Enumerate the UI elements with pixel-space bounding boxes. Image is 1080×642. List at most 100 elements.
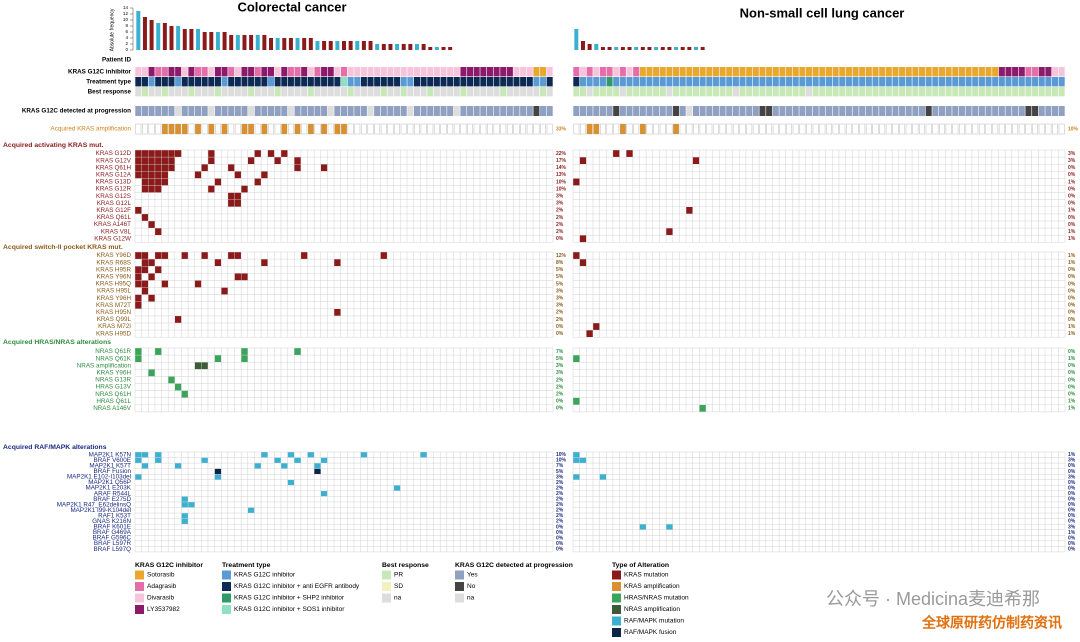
amp-box	[739, 123, 746, 135]
inhibitor-cell	[540, 67, 547, 77]
amp-box	[832, 123, 839, 135]
detected-cell	[686, 106, 693, 116]
treatment-cell	[307, 77, 314, 87]
inhibitor-cell	[653, 67, 660, 77]
alteration-cell	[261, 259, 268, 266]
detected-cell	[241, 106, 248, 116]
row-percent: 0%	[1068, 310, 1076, 316]
amp-box	[540, 123, 546, 135]
inhibitor-cell	[360, 67, 367, 77]
row-percent: 3%	[1068, 158, 1076, 164]
amp-box	[792, 123, 799, 135]
alteration-cell	[181, 502, 188, 508]
frequency-bar	[335, 41, 340, 50]
amp-box	[852, 123, 859, 135]
response-cell	[274, 87, 281, 97]
response-cell	[367, 87, 374, 97]
response-cell	[899, 87, 906, 97]
amp-box	[228, 123, 235, 135]
treatment-cell	[301, 77, 308, 87]
treatment-cell	[221, 77, 228, 87]
row-label: KRAS G12V	[96, 157, 132, 164]
row-percent: 1%	[1068, 399, 1076, 405]
row-label: MAP2K1 K57N	[89, 451, 132, 458]
alteration-cell	[135, 452, 142, 458]
amp-box	[533, 123, 540, 135]
amp-box	[374, 123, 381, 135]
treatment-cell	[872, 77, 879, 87]
response-cell	[1045, 87, 1052, 97]
inhibitor-cell	[241, 67, 248, 77]
row-percent: 0%	[1068, 165, 1076, 171]
section-title: Acquired HRAS/NRAS alterations	[3, 339, 111, 346]
inhibitor-cell	[706, 67, 713, 77]
alteration-cell	[320, 457, 328, 463]
amp-box	[367, 123, 374, 135]
row-label: KRAS Q61H	[96, 164, 132, 171]
amp-cell	[261, 124, 268, 134]
legend-title: Best response	[382, 562, 429, 569]
row-percent: 3%	[556, 474, 564, 480]
amp-box	[872, 123, 879, 135]
detected-cell	[613, 106, 620, 116]
inhibitor-cell	[586, 67, 593, 77]
inhibitor-cell	[175, 67, 182, 77]
inhibitor-cell	[786, 67, 793, 77]
amp-box	[394, 123, 400, 135]
inhibitor-cell	[579, 67, 586, 77]
row-percent: 1%	[1068, 324, 1076, 330]
amp-box	[288, 123, 294, 135]
amp-box	[952, 123, 959, 135]
amp-box	[135, 123, 142, 135]
row-percent: 3%	[1068, 474, 1076, 480]
row-label: BRAF G596C	[93, 535, 132, 542]
response-cell	[261, 87, 268, 97]
amp-box	[573, 123, 580, 135]
frequency-bar	[594, 44, 599, 50]
response-cell	[832, 87, 839, 97]
amp-box	[1058, 123, 1065, 135]
frequency-bar	[275, 38, 280, 50]
treatment-cell	[992, 77, 999, 87]
alteration-cell	[626, 150, 633, 157]
treatment-cell	[779, 77, 786, 87]
amp-box	[268, 123, 274, 135]
detected-cell	[832, 106, 839, 116]
response-cell	[168, 87, 175, 97]
row-label: BRAF V600E	[94, 457, 131, 464]
row-percent: 0%	[1068, 463, 1076, 469]
frequency-bar	[262, 35, 267, 50]
alteration-cell	[274, 157, 281, 164]
detected-cell	[639, 106, 646, 116]
detected-cell	[195, 106, 202, 116]
row-percent: 0%	[1068, 370, 1076, 376]
amp-box	[679, 123, 686, 135]
treatment-cell	[267, 77, 275, 87]
amp-box	[666, 123, 673, 135]
row-percent: 1%	[1068, 179, 1076, 185]
response-cell	[938, 87, 946, 97]
amp-box	[387, 123, 394, 135]
amp-box	[826, 123, 832, 135]
inhibitor-cell	[659, 67, 666, 77]
response-cell	[526, 87, 533, 97]
row-label: KRAS Q61L	[97, 214, 132, 221]
inhibitor-cell	[400, 67, 407, 77]
detected-cell	[380, 106, 387, 116]
legend-swatch	[455, 582, 464, 591]
response-cell	[413, 87, 421, 97]
amp-cell	[168, 124, 175, 134]
treatment-cell	[938, 77, 946, 87]
row-label: BRAF G469A	[93, 529, 132, 536]
row-label: KRAS Y96H	[96, 370, 131, 377]
detected-cell	[533, 106, 540, 116]
treatment-cell	[214, 77, 221, 87]
amp-box	[473, 123, 480, 135]
inhibitor-cell	[972, 67, 979, 77]
amp-box	[706, 123, 713, 135]
inhibitor-cell	[766, 67, 773, 77]
row-percent: 0%	[556, 546, 564, 552]
amp-box	[885, 123, 892, 135]
detected-cell	[806, 106, 813, 116]
inhibitor-cell	[188, 67, 195, 77]
